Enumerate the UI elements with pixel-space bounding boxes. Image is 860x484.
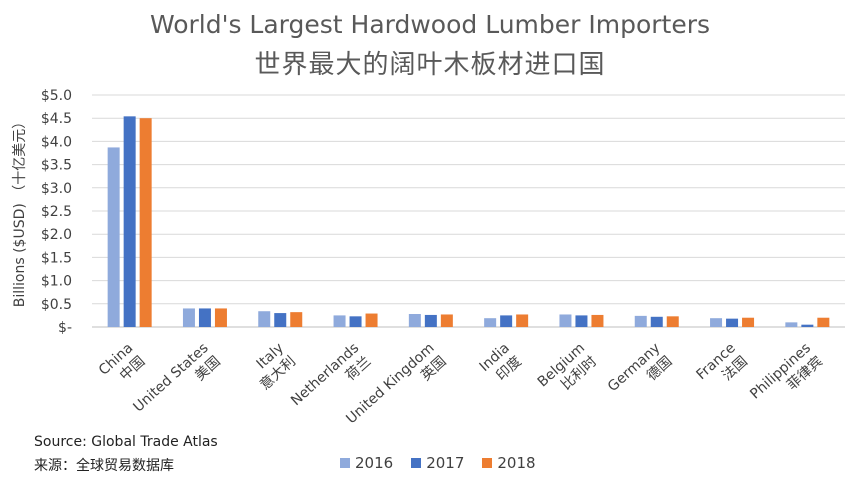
- bar-2017: [575, 315, 588, 327]
- y-tick-label: $1.0: [41, 274, 72, 290]
- legend-swatch: [411, 458, 422, 468]
- bar-2016: [408, 314, 421, 327]
- bar-2017: [274, 313, 287, 327]
- legend-swatch: [340, 458, 350, 468]
- bar-2018: [290, 312, 303, 327]
- bar-2016: [107, 147, 120, 327]
- bar-2017: [500, 315, 513, 327]
- y-tick-label: $-: [58, 320, 72, 336]
- bar-2017: [801, 324, 814, 327]
- legend-item: 2018: [482, 454, 536, 472]
- chart-subtitle: 世界最大的阔叶木板材进口国: [254, 50, 606, 80]
- bar-2016: [484, 318, 497, 327]
- chart-title: World's Largest Hardwood Lumber Importer…: [149, 10, 711, 39]
- bar-2018: [440, 314, 453, 327]
- bar-2018: [214, 308, 227, 327]
- bar-2017: [650, 316, 663, 327]
- bar-2016: [559, 314, 572, 327]
- bar-2017: [726, 318, 739, 327]
- bar-2018: [365, 313, 378, 327]
- bar-2017: [424, 314, 437, 327]
- bar-2017: [198, 308, 211, 327]
- bar-2016: [710, 318, 723, 327]
- bar-2018: [817, 317, 830, 327]
- y-axis-title: Billions ($USD) （十亿美元）: [12, 115, 28, 308]
- bar-2016: [258, 311, 271, 327]
- legend-label: 2018: [497, 454, 536, 472]
- bar-2016: [785, 322, 798, 327]
- y-tick-label: $4.5: [41, 111, 72, 127]
- y-tick-label: $3.5: [41, 158, 72, 174]
- bar-2016: [333, 315, 346, 327]
- legend-item: 2017: [411, 454, 464, 472]
- legend-label: 2017: [426, 454, 465, 472]
- bar-2017: [349, 316, 362, 327]
- source-note-chinese: 来源：全球贸易数据库: [34, 458, 174, 474]
- legend-item: 2016: [340, 454, 393, 472]
- legend-swatch: [482, 458, 493, 468]
- y-tick-label: $3.0: [41, 181, 72, 197]
- y-tick-label: $5.0: [41, 88, 72, 104]
- y-tick-label: $2.5: [41, 204, 72, 220]
- source-note: Source: Global Trade Atlas: [34, 434, 218, 450]
- bar-2017: [123, 116, 136, 328]
- y-tick-label: $0.5: [41, 297, 72, 313]
- y-tick-label: $1.5: [41, 250, 72, 266]
- bar-2016: [634, 315, 647, 327]
- y-tick-label: $4.0: [41, 134, 72, 150]
- bar-2018: [516, 314, 529, 327]
- chart-legend: 2016 2017 2018: [340, 454, 536, 472]
- bar-2018: [742, 317, 755, 327]
- legend-label: 2016: [355, 454, 394, 472]
- bar-2016: [182, 308, 195, 327]
- bar-2018: [139, 118, 152, 327]
- bar-2018: [591, 314, 604, 327]
- bar-2018: [666, 316, 679, 327]
- y-tick-label: $2.0: [41, 227, 72, 243]
